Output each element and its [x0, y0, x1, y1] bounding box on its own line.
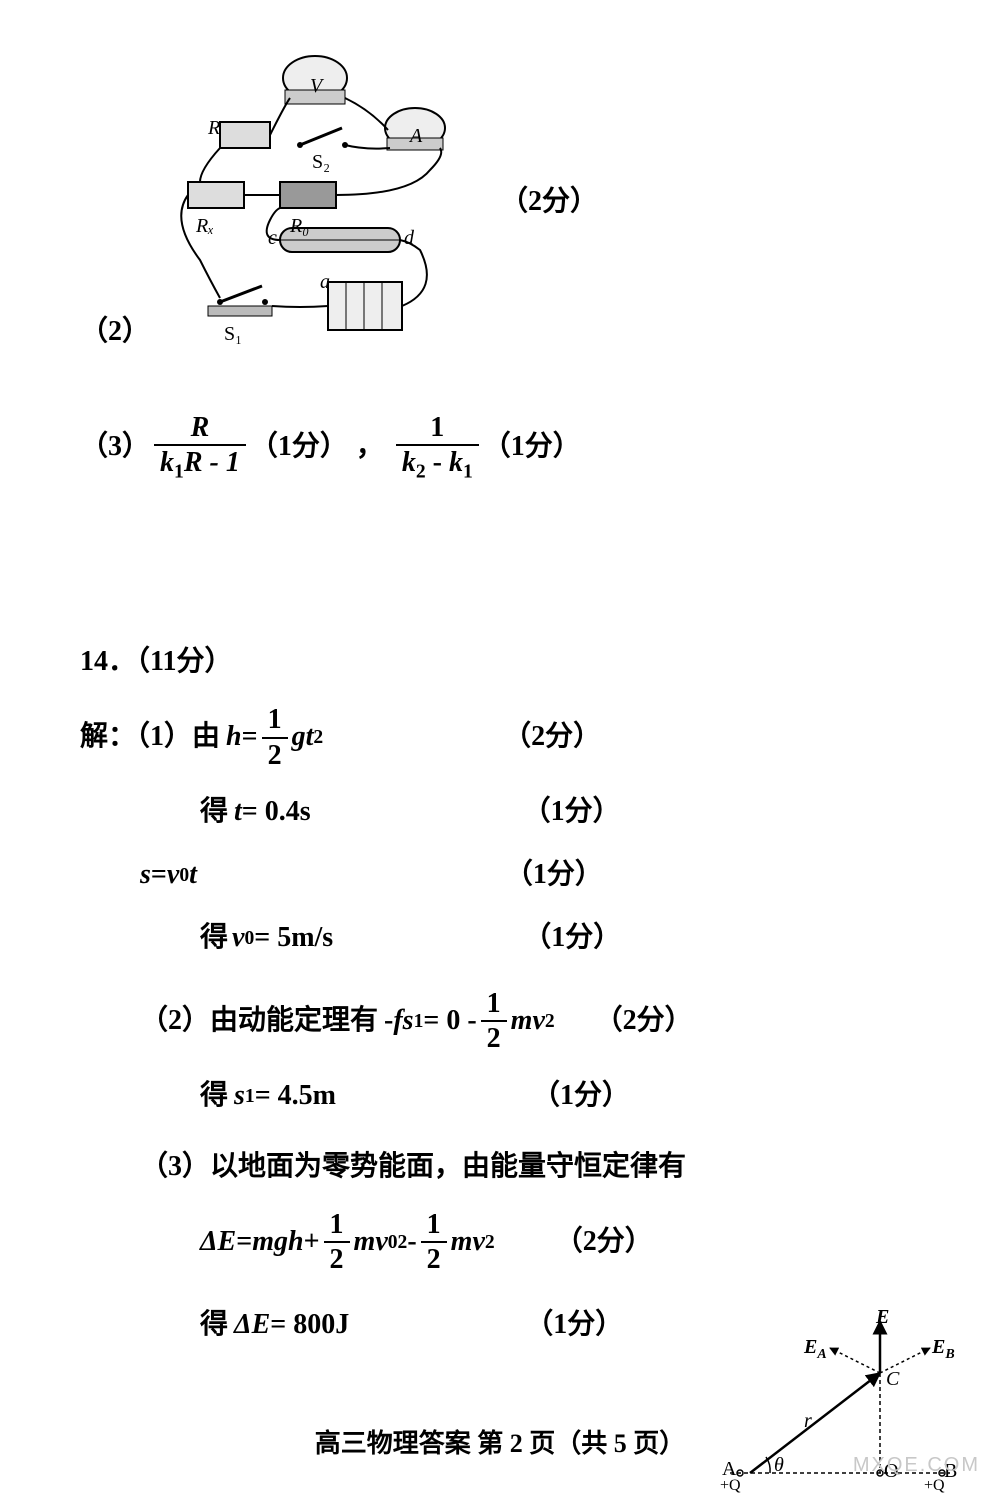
q14-p1-row: 解：（1）由 h = 1 2 g t2 （2分）	[80, 703, 940, 772]
q14-p1d-score: （1分）	[523, 916, 703, 961]
q13-frac2-num: 1	[424, 411, 450, 445]
circuit-label-s2: S₂	[312, 146, 330, 178]
vec-E: E	[876, 1301, 889, 1333]
q14-p3b-score: （1分）	[525, 1303, 705, 1348]
q14-p2-score: （2分）	[595, 999, 775, 1044]
q14-p1-score: （2分）	[503, 715, 683, 760]
q14-p2b-row: 得 s1 = 4.5m （1分）	[80, 1074, 940, 1119]
circuit-label-v: V	[310, 70, 322, 102]
q13-part2-label: （2）	[80, 310, 150, 355]
vec-theta: θ	[774, 1449, 784, 1481]
q14-p3-score: （2分）	[555, 1220, 735, 1265]
q13-part2-row: （2）	[80, 50, 940, 355]
circuit-label-c: c	[268, 222, 277, 254]
q14-p1c-row: s = v0 t （1分）	[80, 853, 940, 898]
q14-p1c-score: （1分）	[505, 853, 685, 898]
circuit-label-aa: a	[320, 266, 330, 298]
watermark: MXQE.COM	[853, 1449, 980, 1481]
q14-p1-frac: 1 2	[262, 703, 288, 772]
circuit-label-r0: R₀	[290, 210, 309, 242]
q14-p2b-score: （1分）	[532, 1074, 712, 1119]
circuit-diagram: V A R S₂ Rₓ R₀ c d a S₁	[160, 50, 480, 355]
vec-C: C	[886, 1363, 899, 1395]
vec-plusQ1: +Q	[720, 1473, 741, 1499]
q13-frac2: 1 k2 - k1	[396, 411, 479, 485]
q13-part2-score: （2分）	[500, 180, 598, 225]
circuit-label-r: R	[208, 112, 220, 144]
vec-EB: EB	[932, 1331, 955, 1366]
vec-r: r	[804, 1405, 812, 1437]
circuit-label-s1: S₁	[224, 318, 242, 350]
circuit-label-a: A	[410, 120, 422, 152]
circuit-label-d: d	[404, 222, 414, 254]
q13-frac2-den: k2 - k1	[396, 446, 479, 484]
q14-p1d-row: 得 v0 = 5m/s （1分）	[80, 916, 940, 961]
q13-frac1-num: R	[185, 411, 216, 445]
q13-frac1: R k1R - 1	[154, 411, 246, 485]
q13-part3-score2: （1分）	[483, 425, 581, 470]
q13-part3-score1: （1分）	[250, 425, 348, 470]
q14-p1b-score: （1分）	[523, 790, 703, 835]
q13-part3-label: （3）	[80, 425, 150, 470]
vec-EA: EA	[804, 1331, 827, 1366]
q14-header: 14．（11分）	[80, 640, 940, 685]
q13-part3-sep: ，	[356, 425, 384, 470]
q14-p2-row: （2）由动能定理有 - f s1 = 0 - 1 2 m v2 （2分）	[80, 987, 940, 1056]
q14-p1-prefix: 解：（1）由	[80, 715, 220, 760]
q14-p2-frac: 1 2	[481, 987, 507, 1056]
q13-part3-row: （3） R k1R - 1 （1分） ， 1 k2 - k1 （1分）	[80, 411, 940, 485]
q14-p3-eq: ΔE = m g h + 1 2 m v02 - 1 2 m v2 （2分）	[80, 1208, 940, 1277]
page: （2）	[0, 0, 1000, 1493]
circuit-label-rx: Rₓ	[196, 210, 214, 242]
q14-p3-text: （3）以地面为零势能面，由能量守恒定律有	[80, 1145, 940, 1190]
q13-frac1-den: k1R - 1	[154, 446, 246, 484]
q14-p1b-row: 得 t = 0.4s （1分）	[80, 790, 940, 835]
